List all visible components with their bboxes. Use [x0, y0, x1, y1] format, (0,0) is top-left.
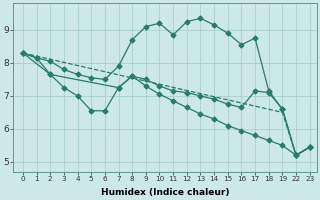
X-axis label: Humidex (Indice chaleur): Humidex (Indice chaleur) [101, 188, 229, 197]
